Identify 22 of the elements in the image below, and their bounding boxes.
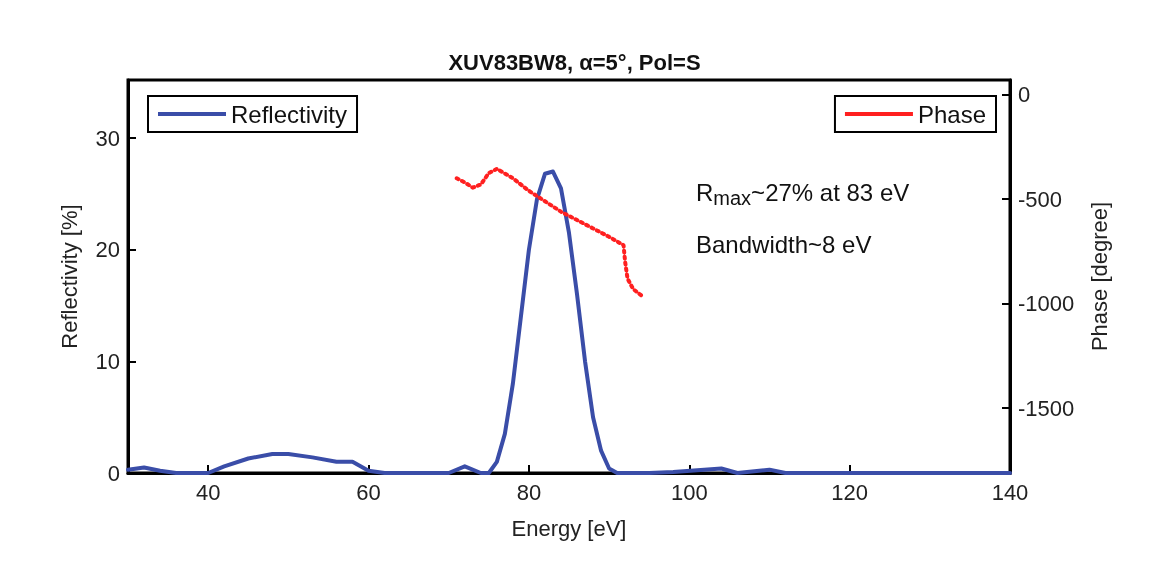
line-series (454, 166, 644, 298)
y-axis-title: Reflectivity [%] (56, 204, 82, 349)
y-tick-label: 10 (95, 348, 120, 374)
y-tick-label: 30 (95, 125, 120, 151)
legend-label: Phase (917, 100, 987, 128)
annotation: Bandwidth~8 eV (696, 230, 872, 258)
y2-axis-title: Phase [degree] (1086, 201, 1112, 352)
y-tick-label: 20 (95, 237, 120, 263)
y2-tick-label: -1500 (1018, 395, 1075, 421)
x-tick-label: 120 (831, 479, 868, 505)
y2-tick-label: -1000 (1018, 291, 1075, 317)
x-tick-label: 100 (670, 479, 708, 505)
y2-tick-label: 0 (1018, 82, 1031, 108)
x-axis-title: Energy [eV] (511, 515, 627, 541)
x-tick-label: 40 (195, 479, 221, 505)
y-tick-label: 0 (107, 460, 120, 486)
chart-title: XUV83BW8, α=5°, Pol=S (448, 49, 701, 75)
x-tick-label: 140 (991, 479, 1029, 505)
x-tick-label: 60 (356, 479, 381, 505)
y2-tick-label: -500 (1018, 186, 1063, 212)
legend-label: Reflectivity (231, 100, 348, 128)
x-tick-label: 80 (516, 479, 542, 505)
